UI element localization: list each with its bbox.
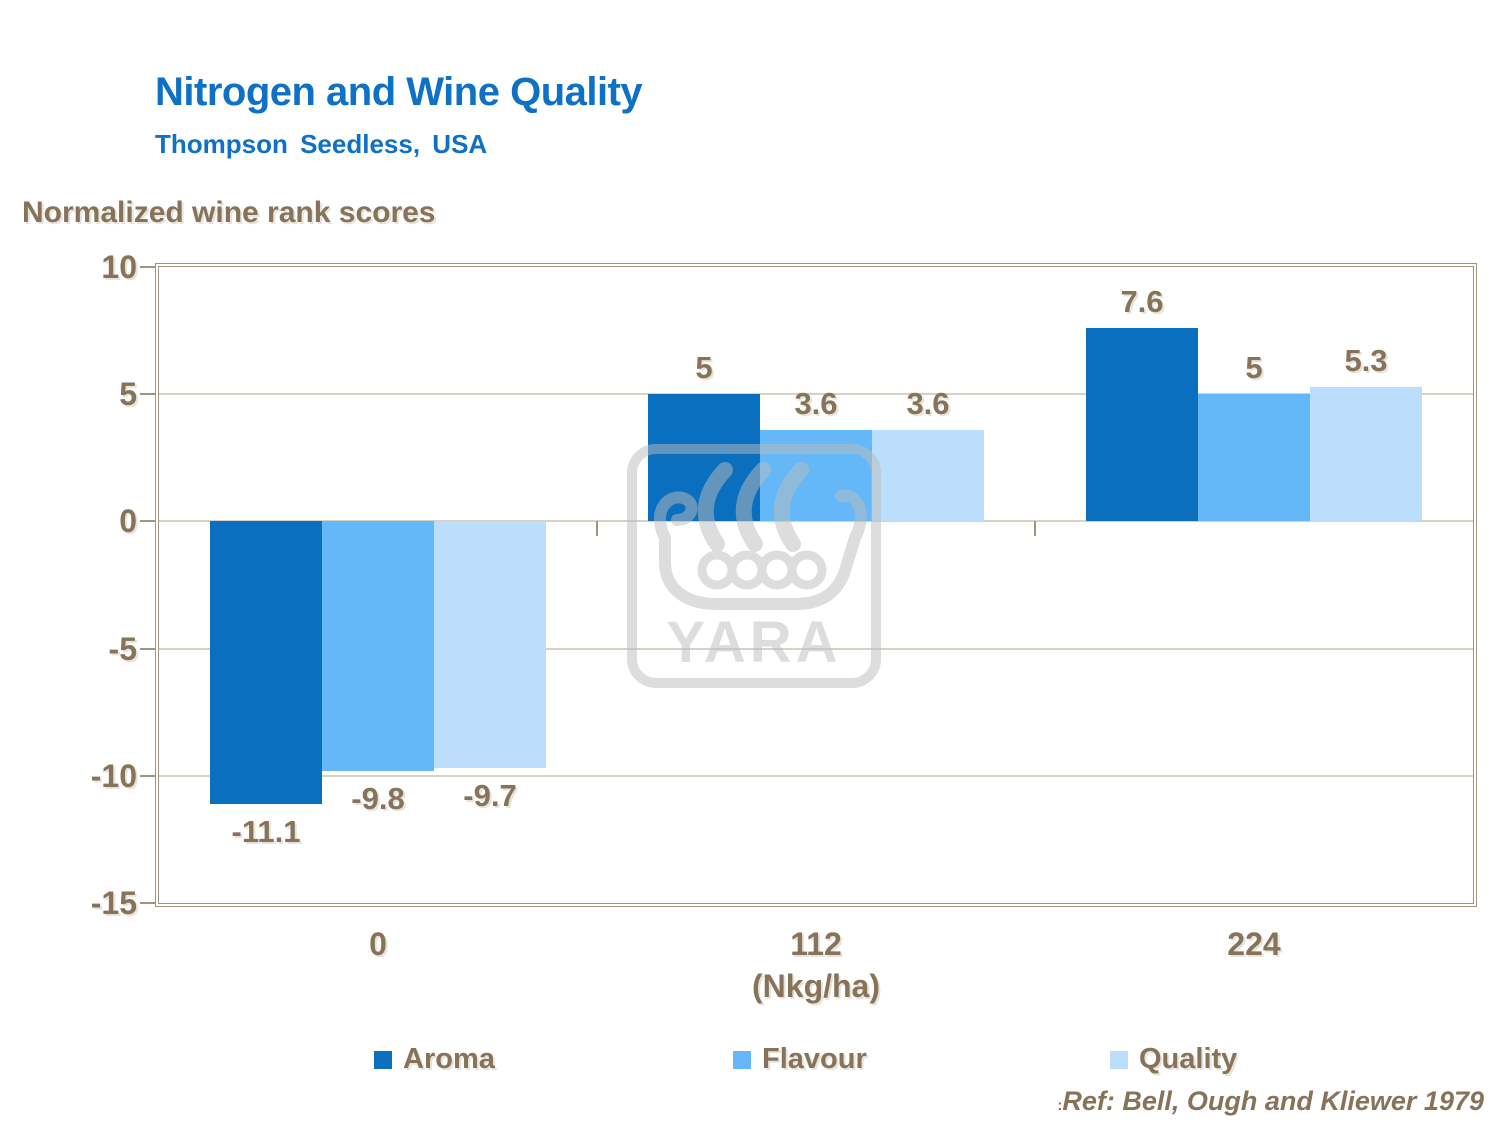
- gridline: [159, 393, 1473, 396]
- legend-label-quality: Quality: [1139, 1043, 1238, 1075]
- flavour-swatch-icon: [733, 1050, 751, 1069]
- viking-ship-sails-icon: [697, 462, 809, 552]
- yara-logo-watermark: YARA: [627, 444, 881, 688]
- bar-aroma-0: [210, 521, 322, 804]
- viking-ship-shields-icon: [697, 550, 827, 590]
- x-axis-category-label: 0: [369, 926, 387, 962]
- bar-flavour-224: [1198, 394, 1310, 522]
- bar-aroma-224: [1086, 328, 1198, 522]
- bar-flavour-0: [322, 521, 434, 771]
- x-axis-tick-mark: [1034, 521, 1036, 536]
- reference-text: Ref: Bell, Ough and Kliewer 1979: [1062, 1086, 1484, 1116]
- legend-item-quality: Quality: [1110, 1043, 1237, 1076]
- gridline: [159, 774, 1473, 777]
- bar-value-label: 5: [1245, 350, 1263, 386]
- bar-value-label: 5.3: [1344, 342, 1388, 378]
- bar-value-label: 5: [695, 350, 713, 386]
- gridline: [159, 520, 1473, 523]
- x-axis-category-label: 112: [790, 926, 842, 962]
- bar-quality-0: [434, 521, 546, 769]
- bar-value-label: 7.6: [1120, 284, 1164, 320]
- y-axis-tick-label: 10: [101, 249, 137, 285]
- bar-value-label: -9.7: [463, 778, 517, 814]
- y-axis-tick-label: -5: [108, 630, 137, 667]
- y-axis-tick-label: -15: [90, 885, 137, 921]
- reference-prefix: :: [1057, 1097, 1063, 1114]
- bar-value-label: 3.6: [794, 385, 838, 421]
- watermark-frame: [627, 444, 881, 688]
- bar-value-label: -11.1: [231, 813, 301, 849]
- gridline: [159, 647, 1473, 650]
- aroma-swatch-icon: [374, 1050, 392, 1069]
- chart-title: Nitrogen and Wine Quality: [155, 70, 643, 114]
- x-axis-unit-label: (Nkg/ha): [752, 968, 880, 1004]
- viking-ship-hull-icon: [654, 489, 867, 610]
- watermark-text: YARA: [666, 610, 841, 675]
- legend-item-flavour: Flavour: [733, 1043, 867, 1076]
- bar-value-label: 3.6: [906, 385, 950, 421]
- y-axis-tick-label: 5: [119, 376, 137, 413]
- y-axis-tick-mark: [140, 647, 155, 650]
- bar-quality-112: [872, 429, 984, 522]
- x-axis-tick-mark: [596, 521, 598, 536]
- y-axis-tick-label: -10: [90, 757, 137, 794]
- reference-citation: :Ref: Bell, Ough and Kliewer 1979: [1057, 1086, 1484, 1117]
- y-axis-tick-mark: [140, 266, 155, 268]
- legend-label-aroma: Aroma: [403, 1043, 495, 1075]
- y-axis-tick-mark: [140, 902, 155, 904]
- y-axis-title: Normalized wine rank scores: [22, 196, 436, 229]
- y-axis-tick-mark: [140, 520, 155, 523]
- legend-item-aroma: Aroma: [374, 1043, 495, 1076]
- x-axis-category-label: 224: [1227, 926, 1281, 962]
- y-axis-tick-label: 0: [119, 503, 137, 540]
- y-axis-tick-mark: [140, 774, 155, 777]
- bar-quality-224: [1310, 386, 1422, 522]
- legend-label-flavour: Flavour: [762, 1043, 867, 1075]
- chart-subtitle: Thompson Seedless, USA: [155, 129, 488, 159]
- bar-value-label: -9.8: [351, 780, 405, 816]
- quality-swatch-icon: [1110, 1050, 1128, 1069]
- y-axis-tick-mark: [140, 393, 155, 396]
